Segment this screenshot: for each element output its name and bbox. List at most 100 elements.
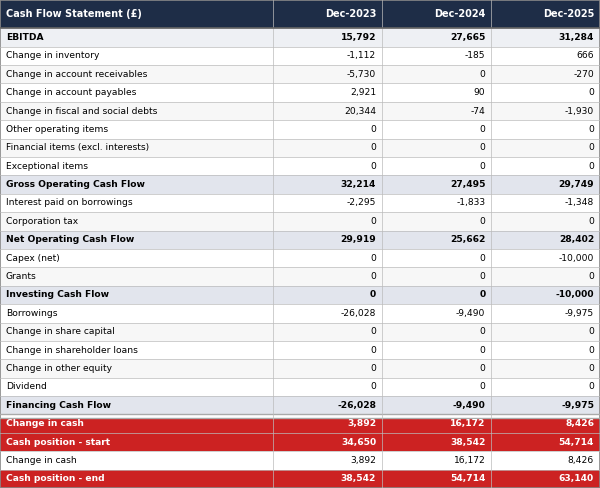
Text: 0: 0 (370, 327, 376, 336)
Text: Dec-2025: Dec-2025 (542, 9, 594, 19)
Text: 0: 0 (479, 383, 485, 391)
Text: 0: 0 (588, 272, 594, 281)
Text: 90: 90 (474, 88, 485, 97)
Text: 27,495: 27,495 (450, 180, 485, 189)
Text: 28,402: 28,402 (559, 235, 594, 244)
Text: 0: 0 (370, 125, 376, 134)
Bar (0, 323, 600, 341)
Bar (0, 157, 600, 175)
Text: -1,112: -1,112 (347, 51, 376, 61)
Text: 0: 0 (588, 383, 594, 391)
Text: Exceptional items: Exceptional items (6, 162, 88, 171)
Text: Financing Cash Flow: Financing Cash Flow (6, 401, 111, 410)
Text: 0: 0 (370, 254, 376, 263)
Text: 16,172: 16,172 (454, 456, 485, 465)
Bar (0, 139, 600, 157)
Bar (0, 102, 600, 120)
Text: Change in account payables: Change in account payables (6, 88, 136, 97)
Bar (0, 175, 600, 194)
Text: 54,714: 54,714 (450, 474, 485, 483)
Text: Other operating items: Other operating items (6, 125, 108, 134)
Bar (491, 0, 600, 28)
Text: 0: 0 (479, 125, 485, 134)
Bar (0, 120, 600, 139)
Text: 32,214: 32,214 (341, 180, 376, 189)
Text: 666: 666 (577, 51, 594, 61)
Bar (0, 359, 600, 378)
Text: 20,344: 20,344 (344, 106, 376, 116)
Text: Change in share capital: Change in share capital (6, 327, 115, 336)
Bar (0, 0, 273, 28)
Text: 31,284: 31,284 (559, 33, 594, 42)
Text: 0: 0 (370, 346, 376, 355)
Text: -9,490: -9,490 (452, 401, 485, 410)
Text: 8,426: 8,426 (565, 419, 594, 428)
Text: 38,542: 38,542 (341, 474, 376, 483)
Text: -270: -270 (573, 70, 594, 79)
Text: 0: 0 (370, 290, 376, 300)
Text: 0: 0 (370, 383, 376, 391)
Text: Grants: Grants (6, 272, 37, 281)
Text: 63,140: 63,140 (559, 474, 594, 483)
Text: 0: 0 (479, 272, 485, 281)
Text: Change in other equity: Change in other equity (6, 364, 112, 373)
Text: Gross Operating Cash Flow: Gross Operating Cash Flow (6, 180, 145, 189)
Text: Cash position - start: Cash position - start (6, 438, 110, 447)
Bar (0, 47, 600, 65)
Text: -9,975: -9,975 (565, 309, 594, 318)
Text: 0: 0 (479, 217, 485, 226)
Text: -1,833: -1,833 (456, 199, 485, 207)
Text: EBITDA: EBITDA (6, 33, 44, 42)
Text: 3,892: 3,892 (350, 456, 376, 465)
Bar (0, 433, 600, 451)
Text: 29,749: 29,749 (559, 180, 594, 189)
Text: -1,930: -1,930 (565, 106, 594, 116)
Text: 34,650: 34,650 (341, 438, 376, 447)
Bar (0, 414, 600, 418)
Text: 0: 0 (588, 364, 594, 373)
Bar (0, 249, 600, 267)
Text: 0: 0 (370, 217, 376, 226)
Text: 0: 0 (588, 143, 594, 152)
Text: 0: 0 (479, 327, 485, 336)
Bar (0, 65, 600, 83)
Text: Change in fiscal and social debts: Change in fiscal and social debts (6, 106, 157, 116)
Text: 16,172: 16,172 (450, 419, 485, 428)
Text: 0: 0 (479, 70, 485, 79)
Bar (0, 396, 600, 414)
Text: -185: -185 (465, 51, 485, 61)
Text: -5,730: -5,730 (347, 70, 376, 79)
Text: -9,490: -9,490 (456, 309, 485, 318)
Text: 29,919: 29,919 (340, 235, 376, 244)
Bar (0, 378, 600, 396)
Text: 0: 0 (370, 364, 376, 373)
Text: 0: 0 (479, 346, 485, 355)
Text: 0: 0 (479, 364, 485, 373)
Text: 27,665: 27,665 (450, 33, 485, 42)
Text: Capex (net): Capex (net) (6, 254, 60, 263)
Text: 0: 0 (370, 143, 376, 152)
Text: -1,348: -1,348 (565, 199, 594, 207)
Text: Change in account receivables: Change in account receivables (6, 70, 148, 79)
Text: -74: -74 (470, 106, 485, 116)
Text: Financial items (excl. interests): Financial items (excl. interests) (6, 143, 149, 152)
Text: Change in inventory: Change in inventory (6, 51, 100, 61)
Bar (0, 341, 600, 359)
Bar (0, 230, 600, 249)
Text: -26,028: -26,028 (337, 401, 376, 410)
Text: Investing Cash Flow: Investing Cash Flow (6, 290, 109, 300)
Bar (382, 0, 491, 28)
Text: 0: 0 (479, 254, 485, 263)
Text: -10,000: -10,000 (556, 290, 594, 300)
Text: 8,426: 8,426 (568, 456, 594, 465)
Text: 0: 0 (479, 162, 485, 171)
Text: 0: 0 (588, 327, 594, 336)
Text: 0: 0 (479, 290, 485, 300)
Text: -9,975: -9,975 (561, 401, 594, 410)
Text: Cash Flow Statement (£): Cash Flow Statement (£) (6, 9, 142, 19)
Text: 0: 0 (588, 88, 594, 97)
Bar (0, 194, 600, 212)
Text: 3,892: 3,892 (347, 419, 376, 428)
Text: Change in cash: Change in cash (6, 419, 84, 428)
Text: 0: 0 (588, 162, 594, 171)
